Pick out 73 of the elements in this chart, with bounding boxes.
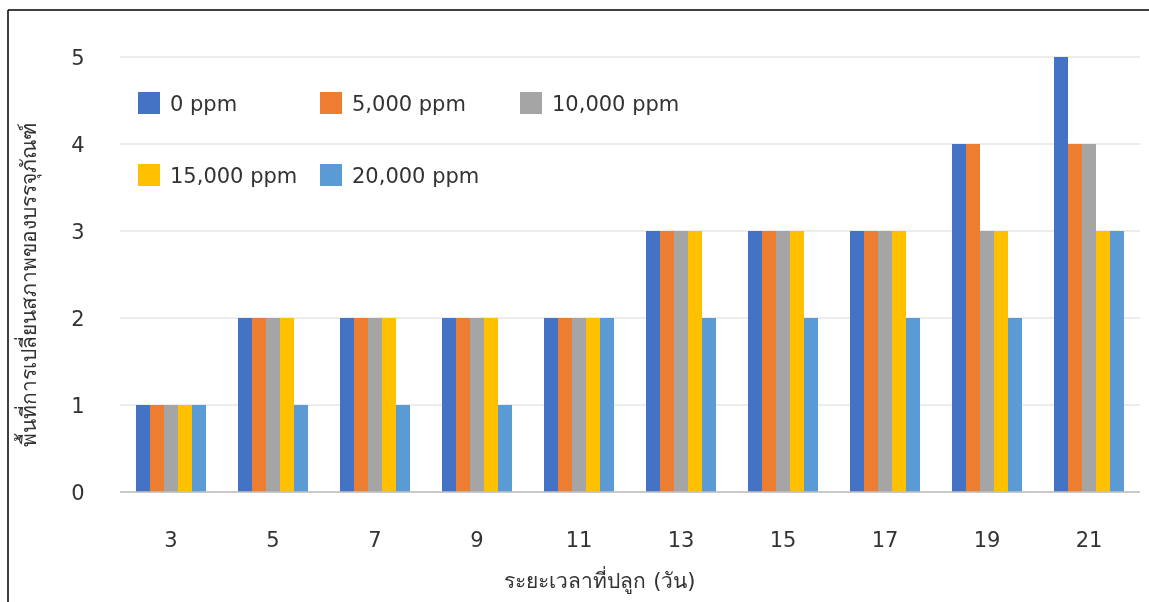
bar (850, 231, 864, 492)
x-tick-label: 15 (769, 528, 797, 552)
x-tick-label: 9 (470, 528, 484, 552)
bar (192, 405, 206, 492)
legend-label: 0 ppm (170, 92, 238, 116)
bar (396, 405, 410, 492)
bar (238, 318, 252, 492)
bar (600, 318, 614, 492)
bar (688, 231, 702, 492)
bar (1096, 231, 1110, 492)
bar (252, 318, 266, 492)
x-tick-label: 5 (266, 528, 280, 552)
bar (586, 318, 600, 492)
bar (804, 318, 818, 492)
bar (498, 405, 512, 492)
bar (906, 318, 920, 492)
bar (674, 231, 688, 492)
y-tick-label: 3 (71, 220, 85, 244)
bar (1110, 231, 1124, 492)
bar (1068, 144, 1082, 492)
bar (994, 231, 1008, 492)
bar (484, 318, 498, 492)
bar (980, 231, 994, 492)
bar (368, 318, 382, 492)
legend-label: 5,000 ppm (352, 92, 466, 116)
legend-label: 20,000 ppm (352, 164, 480, 188)
bar (790, 231, 804, 492)
bar (892, 231, 906, 492)
bar (382, 318, 396, 492)
bar (966, 144, 980, 492)
y-tick-label: 0 (71, 481, 85, 505)
x-tick-label: 3 (164, 528, 178, 552)
y-tick-label: 4 (71, 133, 85, 157)
bar (150, 405, 164, 492)
y-tick-label: 5 (71, 46, 85, 70)
bar (178, 405, 192, 492)
bar (544, 318, 558, 492)
bar (646, 231, 660, 492)
bar (456, 318, 470, 492)
bar (952, 144, 966, 492)
bar (266, 318, 280, 492)
x-tick-label: 7 (368, 528, 382, 552)
y-tick-label: 2 (71, 307, 85, 331)
x-axis-title: ระยะเวลาที่ปลูก (วัน) (504, 566, 696, 594)
x-tick-label: 19 (973, 528, 1001, 552)
bar (280, 318, 294, 492)
bar (164, 405, 178, 492)
bar (442, 318, 456, 492)
y-tick-label: 1 (71, 394, 85, 418)
bar (660, 231, 674, 492)
bar (558, 318, 572, 492)
bar (1082, 144, 1096, 492)
x-tick-label: 21 (1075, 528, 1103, 552)
bar (748, 231, 762, 492)
bar (762, 231, 776, 492)
bar (878, 231, 892, 492)
bar (136, 405, 150, 492)
bar (354, 318, 368, 492)
bar (340, 318, 354, 492)
bar (776, 231, 790, 492)
x-tick-label: 17 (871, 528, 899, 552)
bar (864, 231, 878, 492)
x-tick-label: 11 (565, 528, 593, 552)
bar (572, 318, 586, 492)
bar (702, 318, 716, 492)
legend-label: 10,000 ppm (552, 92, 680, 116)
bar (1054, 57, 1068, 492)
legend-label: 15,000 ppm (170, 164, 298, 188)
y-axis-title: พื้นที่การเปลี่ยนสภาพของบรรจุภัณฑ์ (14, 122, 42, 447)
bar (1008, 318, 1022, 492)
bar (294, 405, 308, 492)
x-tick-label: 13 (667, 528, 695, 552)
bar (470, 318, 484, 492)
